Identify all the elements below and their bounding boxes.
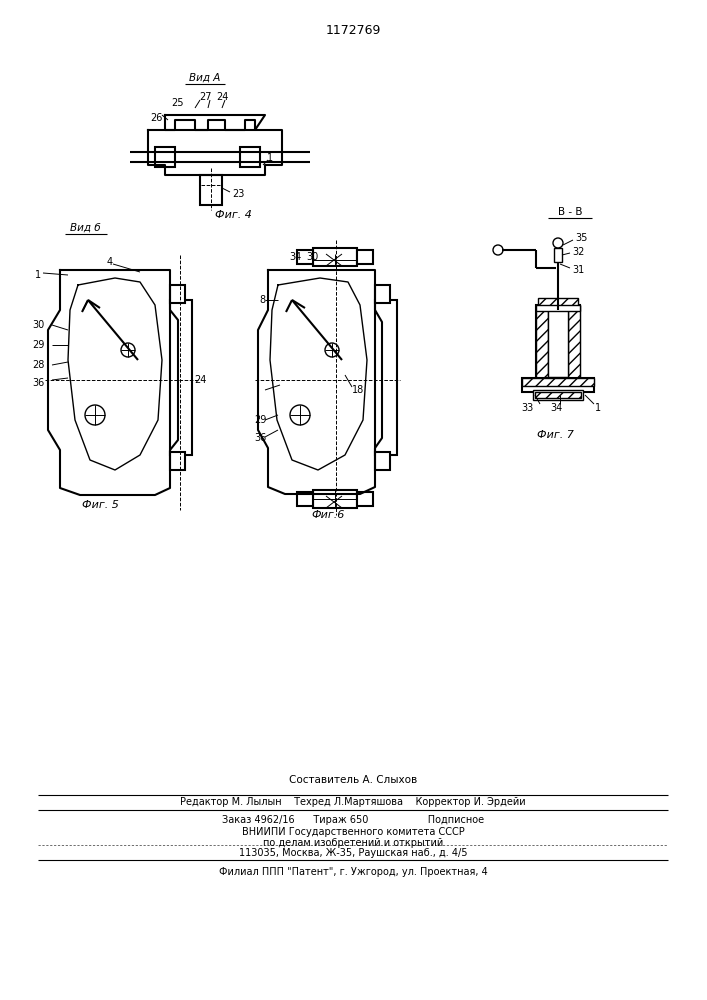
Text: 30: 30 <box>306 252 318 262</box>
Bar <box>522 378 594 386</box>
Text: ВНИИПИ Государственного комитета СССР: ВНИИПИ Государственного комитета СССР <box>242 827 464 837</box>
Text: 33: 33 <box>521 403 533 413</box>
Text: 26: 26 <box>150 113 162 123</box>
Text: 35: 35 <box>575 233 588 243</box>
Text: Фиг. 4: Фиг. 4 <box>214 210 252 220</box>
Text: 4: 4 <box>107 257 113 267</box>
Text: 24: 24 <box>194 375 206 385</box>
Bar <box>522 378 594 392</box>
Text: 113035, Москва, Ж-35, Раушская наб., д. 4/5: 113035, Москва, Ж-35, Раушская наб., д. … <box>239 848 467 858</box>
Bar <box>375 452 390 470</box>
Bar <box>240 147 260 167</box>
Text: 1172769: 1172769 <box>325 23 380 36</box>
Text: 31: 31 <box>572 265 584 275</box>
Bar <box>170 300 192 455</box>
Bar <box>297 492 313 506</box>
Text: 28: 28 <box>32 360 44 370</box>
Bar <box>357 250 373 264</box>
Polygon shape <box>270 278 367 470</box>
Text: 29: 29 <box>32 340 44 350</box>
Bar <box>536 305 548 380</box>
Text: 32: 32 <box>572 247 585 257</box>
Text: 23: 23 <box>232 189 245 199</box>
Text: 8: 8 <box>259 295 265 305</box>
Text: Фиг.6: Фиг.6 <box>311 510 345 520</box>
Text: 24: 24 <box>216 92 228 102</box>
Text: Вид б: Вид б <box>70 223 100 233</box>
Text: Фиг. 5: Фиг. 5 <box>81 500 119 510</box>
Bar <box>568 305 580 380</box>
Text: Вид А: Вид А <box>189 73 221 83</box>
Text: Редактор М. Лылын    Техред Л.Мартяшова    Корректор И. Эрдейи: Редактор М. Лылын Техред Л.Мартяшова Кор… <box>180 797 526 807</box>
Bar <box>313 248 357 266</box>
Text: Составитель А. Слыхов: Составитель А. Слыхов <box>289 775 417 785</box>
Polygon shape <box>148 130 282 175</box>
Bar <box>375 285 390 303</box>
Text: 36: 36 <box>32 378 44 388</box>
Text: 25: 25 <box>172 98 185 108</box>
Polygon shape <box>68 278 162 470</box>
Text: 1: 1 <box>595 403 601 413</box>
Text: 36: 36 <box>254 433 266 443</box>
Bar <box>357 492 373 506</box>
Bar <box>536 305 580 311</box>
Polygon shape <box>165 115 265 130</box>
Text: 27: 27 <box>199 92 211 102</box>
Bar <box>170 452 185 470</box>
Bar <box>170 285 185 303</box>
Bar <box>200 175 222 205</box>
Text: Заказ 4962/16      Тираж 650                   Подписное: Заказ 4962/16 Тираж 650 Подписное <box>222 815 484 825</box>
Polygon shape <box>48 270 178 495</box>
Text: 30: 30 <box>32 320 44 330</box>
Bar <box>375 300 397 455</box>
Text: 1: 1 <box>267 153 273 163</box>
Bar <box>533 390 583 400</box>
Text: 34: 34 <box>550 403 562 413</box>
Bar <box>535 392 581 398</box>
Text: 18: 18 <box>352 385 364 395</box>
Bar <box>536 305 580 380</box>
Text: 1: 1 <box>35 270 41 280</box>
Text: Филиал ППП "Патент", г. Ужгород, ул. Проектная, 4: Филиал ППП "Патент", г. Ужгород, ул. Про… <box>218 867 487 877</box>
Text: 34: 34 <box>289 252 301 262</box>
Polygon shape <box>258 270 382 494</box>
Bar <box>538 298 578 308</box>
Bar <box>548 308 568 377</box>
Text: 29: 29 <box>254 415 267 425</box>
Text: по делам изобретений и открытий: по делам изобретений и открытий <box>263 838 443 848</box>
Bar <box>313 490 357 508</box>
Bar <box>297 250 313 264</box>
Text: В - В: В - В <box>558 207 583 217</box>
Text: Фиг. 7: Фиг. 7 <box>537 430 573 440</box>
Bar <box>155 147 175 167</box>
Bar <box>554 248 562 262</box>
